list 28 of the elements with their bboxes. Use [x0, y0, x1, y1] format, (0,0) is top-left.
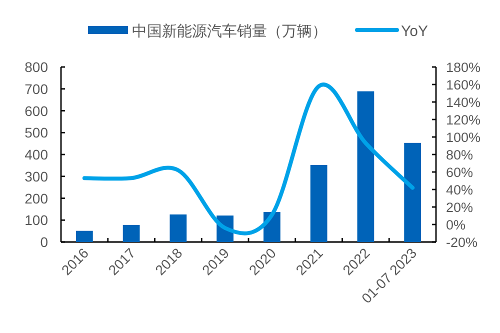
y2-tick-label: 80%: [446, 148, 474, 162]
y2-tick-label: 120%: [446, 112, 481, 128]
legend-label: YoY: [401, 23, 428, 40]
bar: [76, 230, 93, 242]
bar: [310, 165, 328, 242]
y-tick-label: 600: [24, 102, 48, 119]
y-tick-label: 100: [24, 212, 48, 228]
y-tick-label: 200: [24, 190, 48, 206]
y2-tick-label: 0%: [446, 218, 466, 232]
y2-tick-label: 60%: [446, 165, 474, 180]
y2-tick-label: 100%: [446, 130, 481, 145]
y-tick-label: 800: [24, 59, 48, 75]
y-tick-label: 300: [24, 168, 48, 184]
bar: [357, 91, 374, 242]
y-tick-label: 500: [24, 124, 48, 141]
y-tick-label: 700: [24, 80, 48, 97]
y-tick-label: 400: [24, 146, 48, 162]
bar: [404, 142, 421, 242]
y2-tick-label: 160%: [446, 78, 481, 92]
y2-tick-label: 180%: [446, 60, 481, 75]
legend-label: 中国新能源汽车销量（万辆）: [132, 23, 327, 40]
y-tick-label: 0: [40, 234, 48, 250]
bar: [122, 224, 140, 242]
y2-tick-label: 40%: [446, 182, 474, 198]
y2-tick-label: 140%: [446, 95, 481, 110]
y2-tick-label: 20%: [446, 200, 474, 215]
bar: [170, 214, 187, 242]
y2-tick-label: -20%: [446, 235, 478, 250]
